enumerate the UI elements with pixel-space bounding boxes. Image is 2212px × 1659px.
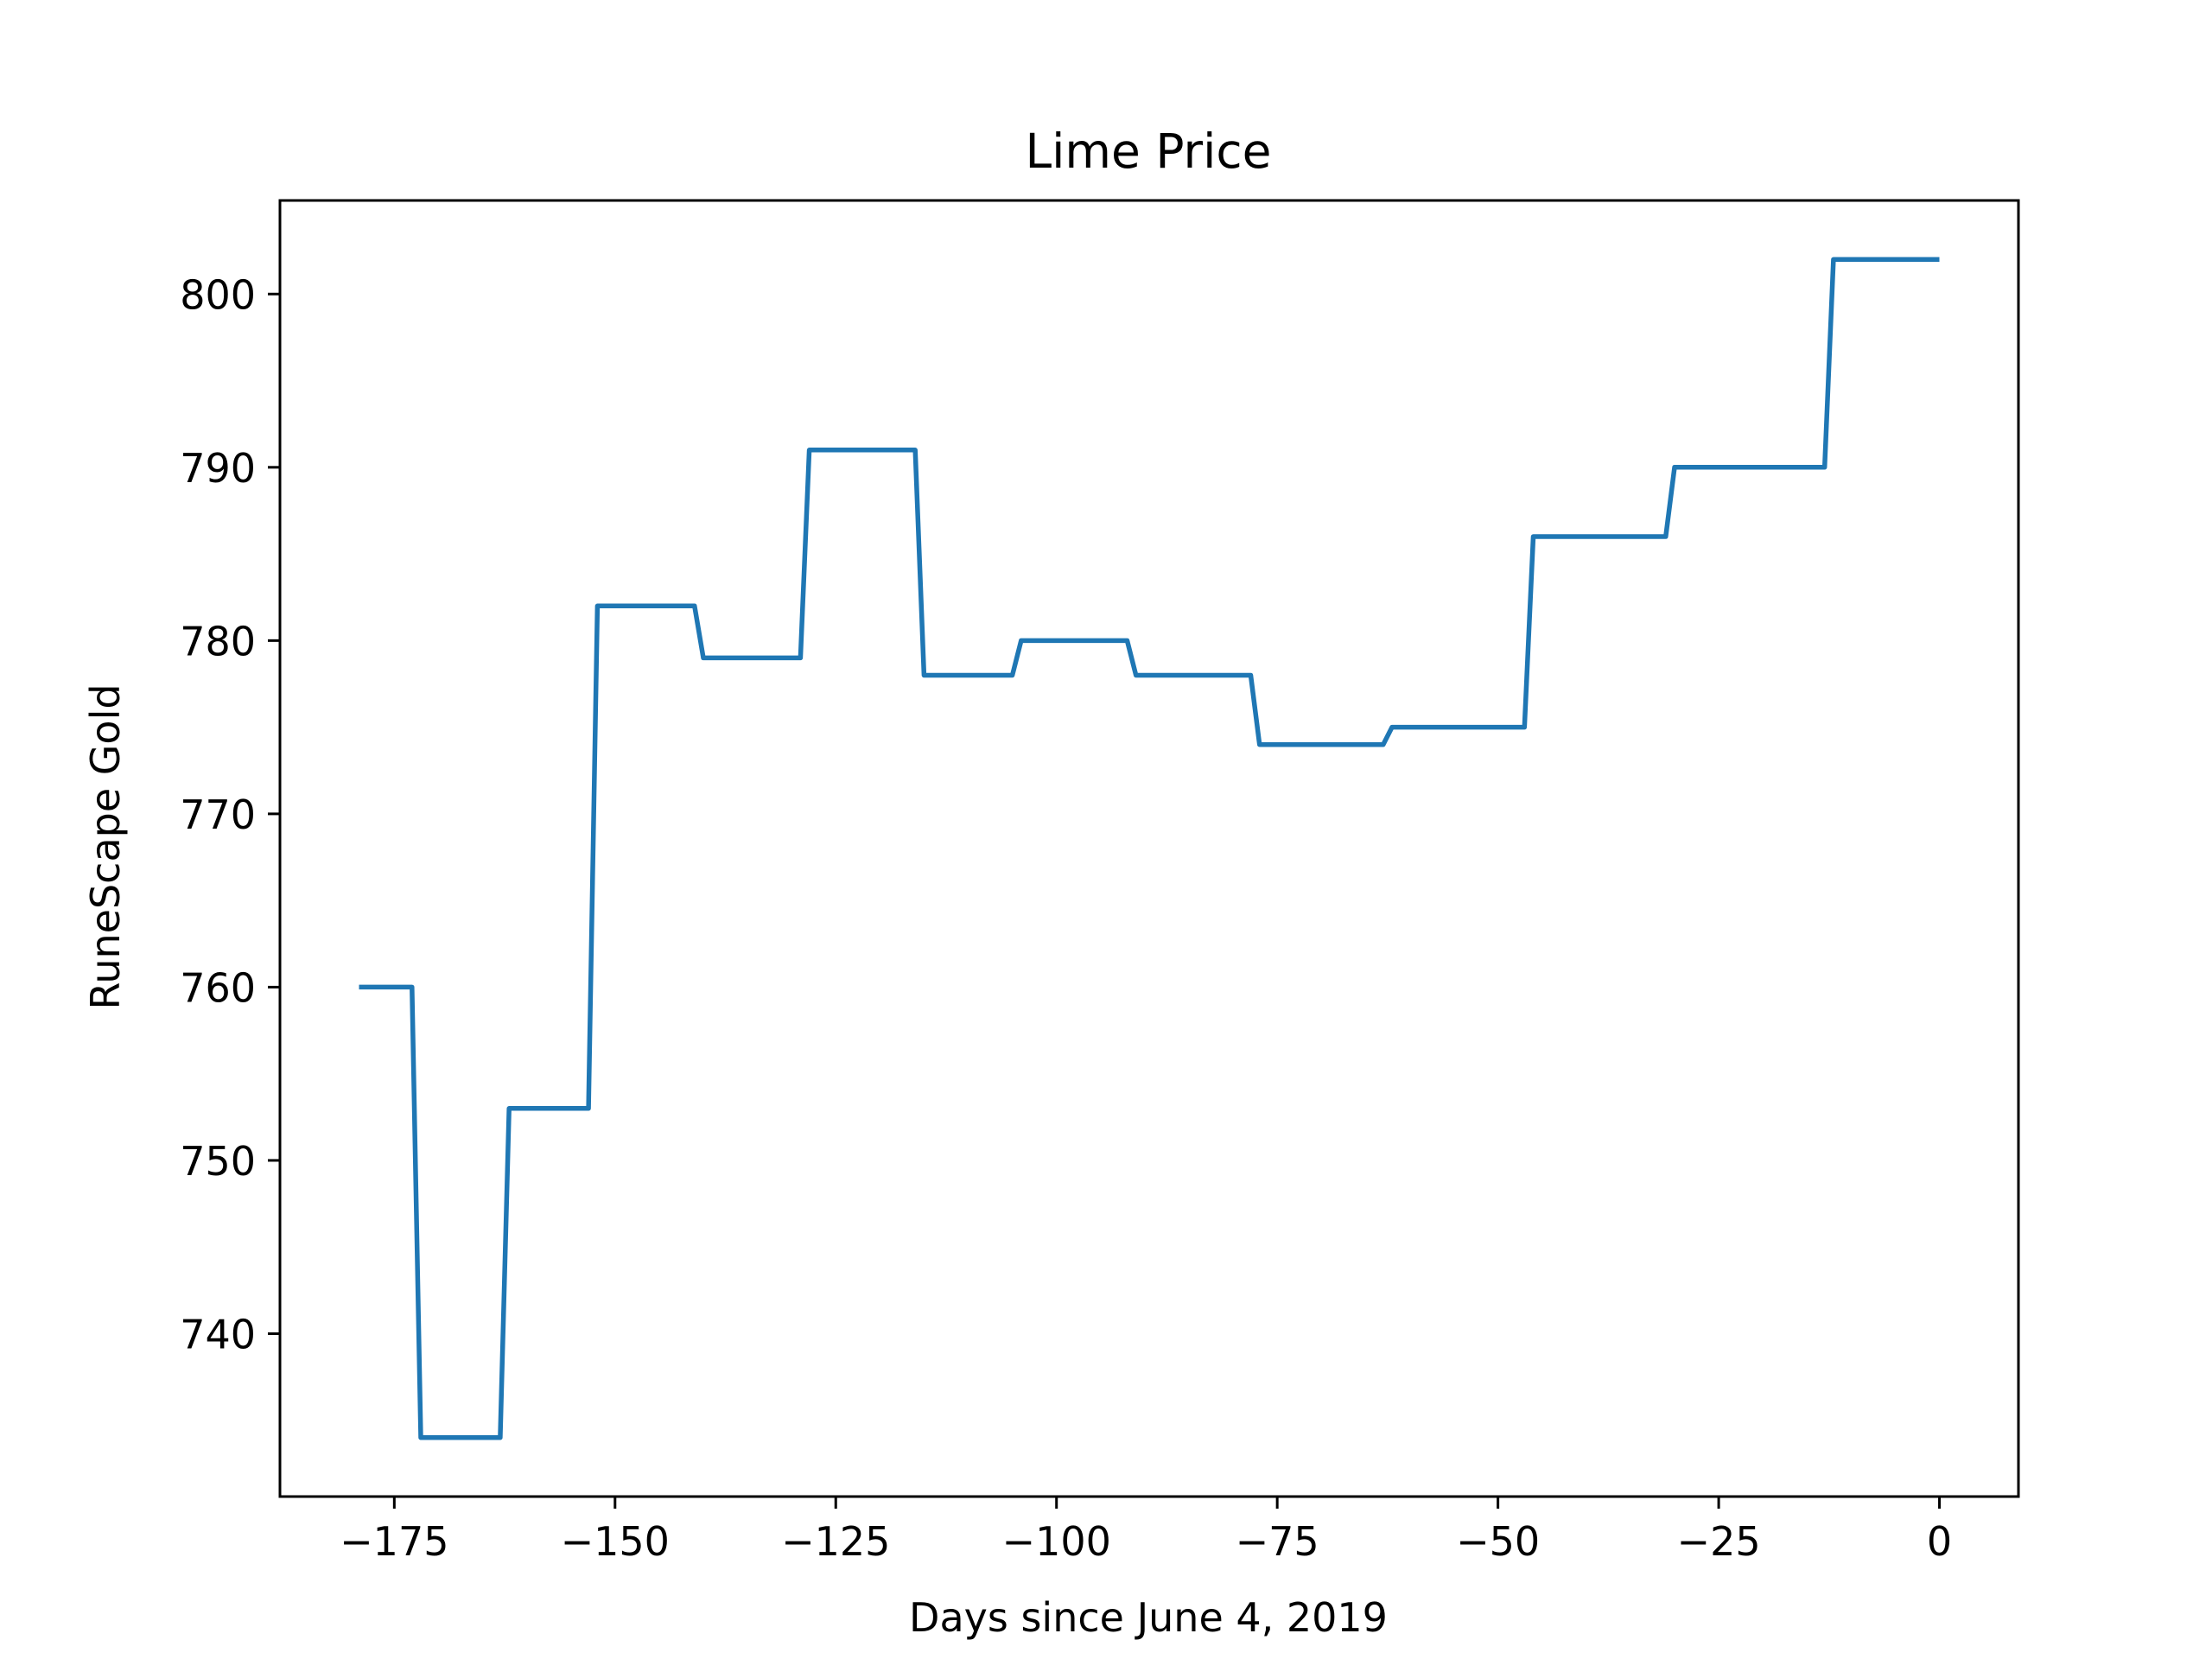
x-tick-label: −150 [561,1518,670,1565]
y-tick-label: 780 [180,618,256,664]
y-tick-label: 800 [180,271,256,318]
chart-title: Lime Price [1026,124,1272,179]
price-line [359,257,1940,1440]
x-tick-label: −25 [1677,1518,1761,1565]
x-tick-label: −100 [1002,1518,1111,1565]
y-tick-label: 790 [180,445,256,492]
y-tick-label: 770 [180,791,256,838]
x-tick-label: −75 [1236,1518,1319,1565]
plot-area-frame [278,199,2020,1498]
x-axis-title: Days since June 4, 2019 [909,1594,1388,1641]
x-tick-label: 0 [1927,1518,1952,1565]
x-tick-label: −125 [781,1518,890,1565]
y-axis-ticks: 740 750 760 770 780 790 800 [180,271,280,1357]
x-tick-label: −175 [340,1518,448,1565]
x-tick-label: −50 [1456,1518,1540,1565]
y-axis-title: RuneScape Gold [82,683,129,1009]
y-tick-label: 760 [180,964,256,1011]
y-tick-label: 750 [180,1138,256,1185]
x-axis-ticks: −175 −150 −125 −100 −75 −50 −25 0 [340,1497,1952,1565]
y-tick-label: 740 [180,1311,256,1357]
